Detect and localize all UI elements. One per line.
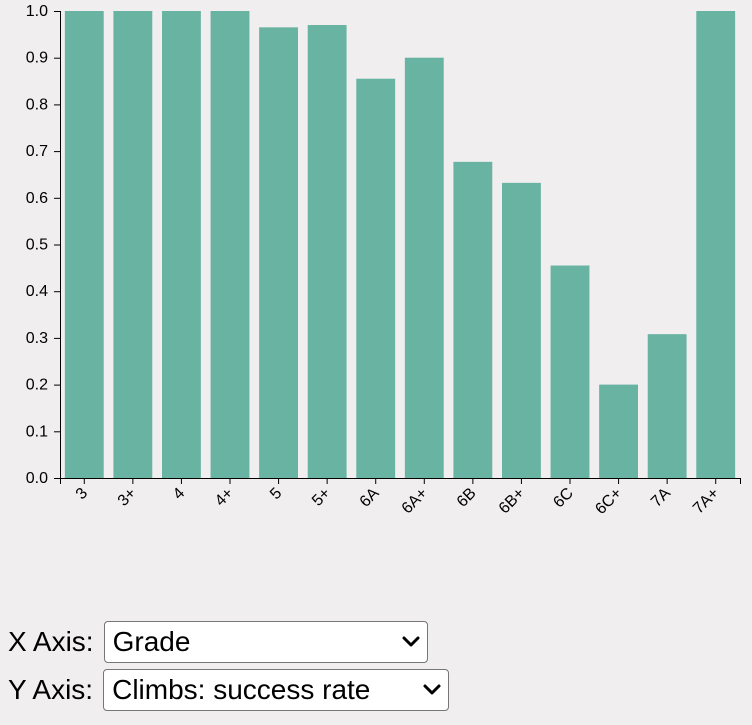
- y-tick-label: 0.4: [26, 283, 48, 300]
- x-axis-control: X Axis: Grade: [8, 618, 449, 666]
- y-tick-label: 0.8: [26, 96, 48, 113]
- bar-3+: [113, 11, 153, 478]
- bar-5+: [307, 25, 347, 478]
- x-axis-selected-value: Grade: [112, 626, 191, 657]
- x-tick-label: 3+: [115, 485, 140, 510]
- x-tick-label: 3: [73, 485, 91, 503]
- x-tick-label: 6C+: [592, 485, 625, 518]
- x-tick-label: 4+: [212, 485, 237, 510]
- x-tick-label: 5: [267, 485, 285, 503]
- y-tick-label: 0.5: [26, 237, 48, 254]
- y-tick-label: 1.0: [26, 3, 48, 20]
- x-tick-label: 6A+: [399, 485, 431, 517]
- x-tick-label: 4: [170, 485, 188, 503]
- x-tick-label: 7A: [648, 485, 674, 511]
- y-tick-label: 0.0: [26, 470, 48, 487]
- bar-4: [162, 11, 201, 478]
- y-axis-label: Y Axis:: [8, 674, 94, 705]
- x-tick-label: 7A+: [690, 485, 722, 517]
- y-tick-label: 0.2: [26, 377, 48, 394]
- x-axis-select[interactable]: Grade: [103, 621, 428, 663]
- bar-4+: [210, 11, 250, 478]
- chart-svg: 0.0 0.1 0.2 0.3 0.4 0.5 0.6 0.7 0.8 0.9 1.0 3 3+ 4 4+ 5…: [26, 3, 741, 518]
- x-tick-label: 6A: [357, 485, 383, 511]
- y-tick-label: 0.1: [26, 423, 48, 440]
- bar-3: [64, 11, 104, 478]
- bar-7A+: [696, 11, 736, 478]
- bar-6A: [356, 78, 396, 478]
- bar-6B: [453, 161, 493, 478]
- bar-chart: 0.0 0.1 0.2 0.3 0.4 0.5 0.6 0.7 0.8 0.9 1.0 3 3+ 4 4+ 5…: [26, 3, 741, 518]
- bar-6C+: [599, 384, 638, 478]
- x-tick-label: 6B+: [496, 485, 528, 517]
- y-axis-selected-value: Climbs: success rate: [112, 674, 371, 705]
- chevron-down-icon: [423, 684, 441, 695]
- x-axis-label: X Axis:: [8, 626, 94, 657]
- y-tick-label: 0.9: [26, 50, 48, 67]
- bar-6B+: [502, 182, 541, 478]
- x-tick-label: 6B: [454, 485, 480, 511]
- y-tick-label: 0.6: [26, 190, 48, 207]
- bar-6C: [550, 265, 590, 478]
- chevron-down-icon: [402, 636, 420, 647]
- axis-controls: X Axis: Grade Y Axis: Climbs: success ra…: [8, 618, 450, 714]
- bar-6A+: [404, 57, 444, 478]
- x-tick-label: 6C: [550, 485, 576, 511]
- y-axis-control: Y Axis: Climbs: success rate: [8, 666, 450, 714]
- x-axis-line: [60, 478, 741, 484]
- y-axis-select[interactable]: Climbs: success rate: [103, 669, 450, 711]
- y-tick-label: 0.3: [26, 330, 48, 347]
- x-tick-label: 5+: [309, 485, 334, 510]
- bar-7A: [647, 334, 687, 478]
- bar-5: [259, 27, 298, 478]
- y-tick-label: 0.7: [26, 143, 48, 160]
